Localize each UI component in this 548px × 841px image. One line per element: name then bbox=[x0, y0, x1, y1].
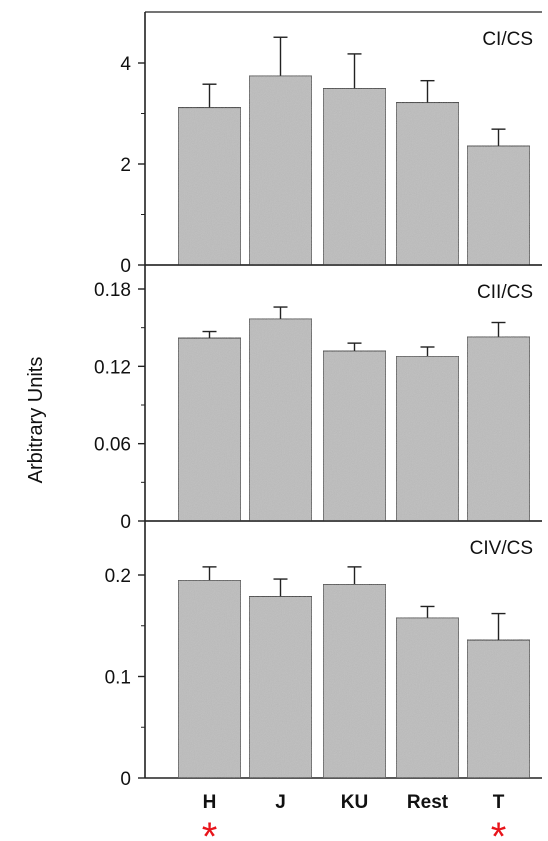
category-label: H bbox=[203, 792, 217, 813]
bar-h bbox=[177, 337, 242, 522]
bar-h bbox=[177, 579, 242, 779]
panel-label: CIV/CS bbox=[470, 538, 533, 559]
bar-t bbox=[466, 336, 531, 522]
panel-1: 0 2 4 CI/CS bbox=[120, 11, 542, 277]
bar-t bbox=[466, 639, 531, 779]
bar-j bbox=[248, 74, 313, 266]
bar-j bbox=[248, 317, 313, 522]
significance-asterisk: * bbox=[202, 815, 218, 841]
bar-rest bbox=[395, 616, 460, 779]
category-label: T bbox=[493, 792, 505, 813]
y-tick-label: 0.06 bbox=[94, 435, 131, 456]
bar-ku bbox=[322, 350, 387, 522]
panel-2: 0 0.06 0.12 0.18 CII/CS bbox=[94, 264, 542, 533]
bar-t bbox=[466, 145, 531, 266]
y-tick-label: 0 bbox=[120, 769, 131, 790]
y-tick-label: 0.12 bbox=[94, 357, 131, 378]
panel-3: 0 0.1 0.2 CIV/CS bbox=[105, 520, 542, 790]
y-tick-label: 0.2 bbox=[105, 566, 131, 587]
bar-j bbox=[248, 595, 313, 779]
category-axis: H*J KU Rest T* bbox=[202, 792, 507, 841]
y-axis-title: Arbitrary Units bbox=[25, 357, 47, 484]
bar-ku bbox=[322, 87, 387, 266]
y-tick-label: 4 bbox=[120, 54, 131, 75]
y-tick-label: 0.18 bbox=[94, 280, 131, 301]
chart-panels: 0 2 4 CI/CS 0 0.06 0.12 0.18 CII/CS 0 0.1 0.2 CIV/CS bbox=[94, 11, 542, 790]
significance-asterisk: * bbox=[491, 815, 507, 841]
category-label: Rest bbox=[407, 792, 449, 813]
y-tick-label: 0 bbox=[120, 512, 131, 533]
bar-ku bbox=[322, 583, 387, 779]
panel-label: CII/CS bbox=[477, 282, 533, 303]
y-tick-label: 0.1 bbox=[105, 668, 131, 689]
y-tick-label: 0 bbox=[120, 256, 131, 277]
category-label: J bbox=[275, 792, 286, 813]
panel-label: CI/CS bbox=[482, 29, 533, 50]
bar-h bbox=[177, 106, 242, 266]
bar-rest bbox=[395, 101, 460, 266]
bar-rest bbox=[395, 355, 460, 522]
category-label: KU bbox=[341, 792, 368, 813]
y-tick-label: 2 bbox=[120, 155, 131, 176]
